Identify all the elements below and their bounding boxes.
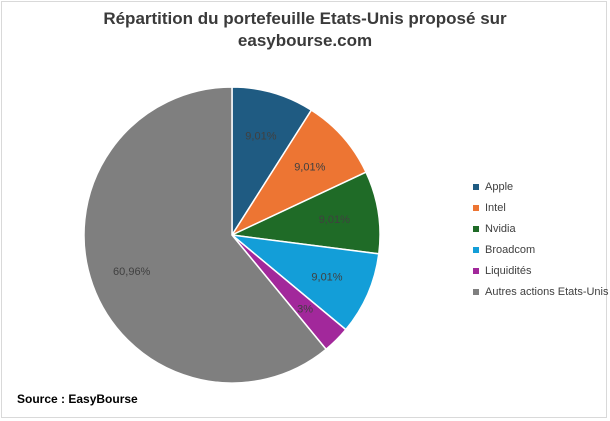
chart-title-line-2: easybourse.com [237,31,373,50]
legend-label: Nvidia [485,222,516,235]
legend-label: Apple [485,180,514,193]
pie-slice-broadcom [229,233,380,331]
data-label-broadcom: 9,01% [311,271,342,283]
data-label-apple: 9,01% [245,131,276,143]
legend-swatch [473,246,479,253]
legend-item: Apple [473,176,609,197]
data-label-nvidia: 9,01% [319,214,350,226]
pie-slice-autres-actions-etats-unis [83,86,328,384]
data-label-liquidit-s: 3% [297,303,313,315]
source-note: Source : EasyBourse [17,392,138,406]
data-label-intel: 9,01% [294,162,325,174]
legend-label: Broadcom [485,243,536,256]
legend-item: Broadcom [473,239,609,260]
legend-item: Nvidia [473,218,609,239]
chart-title: Répartition du portefeuille Etats-Unis p… [0,8,610,52]
legend-swatch [473,288,479,295]
legend: Apple Intel Nvidia Broadcom Liquidités Autres… [473,176,609,302]
legend-item: Autres actions Etats-Unis [473,281,609,302]
data-label-autres-actions-etats-unis: 60,96% [113,266,151,278]
pie-slice-intel [229,109,367,237]
legend-swatch [473,225,479,232]
legend-label: Autres actions Etats-Unis [485,285,609,298]
legend-item: Intel [473,197,609,218]
chart-title-line-1: Répartition du portefeuille Etats-Unis p… [103,9,507,28]
legend-swatch [473,267,479,274]
legend-label: Liquidités [485,264,532,277]
legend-label: Intel [485,201,506,214]
pie-slice-nvidia [229,171,381,255]
legend-swatch [473,183,479,190]
pie-slice-apple [231,86,313,238]
legend-item: Liquidités [473,260,609,281]
legend-swatch [473,204,479,211]
